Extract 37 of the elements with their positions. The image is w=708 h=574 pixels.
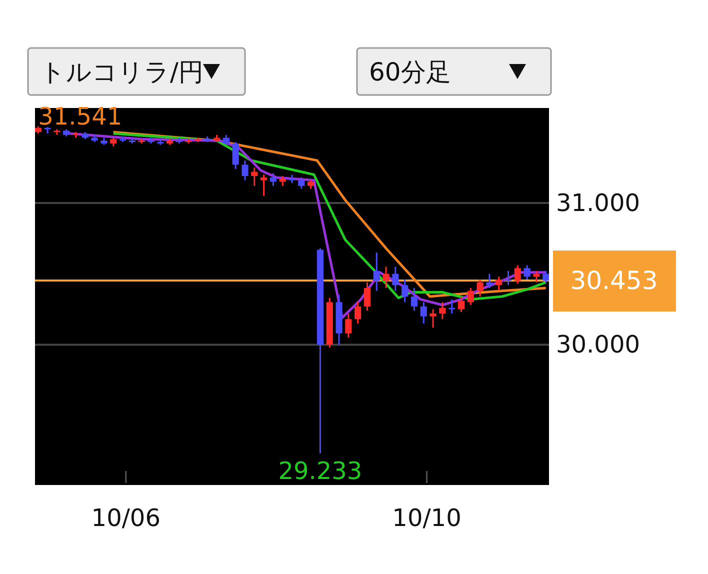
candlestick <box>392 266 399 292</box>
candlestick <box>504 270 512 286</box>
candlestick <box>364 282 371 312</box>
x-tick-label: 10/10 <box>392 504 462 532</box>
candlestick <box>251 166 258 187</box>
candlestick <box>430 308 436 328</box>
ref-line-label: 30.453 <box>570 266 658 295</box>
candlestick <box>402 278 408 303</box>
candlestick <box>345 312 352 338</box>
annotation: 29.233 <box>278 457 362 485</box>
candlestick <box>439 301 446 320</box>
y-tick-label: 31.000 <box>556 188 640 217</box>
candlestick <box>533 270 540 284</box>
candlestick <box>496 276 502 292</box>
y-tick-label: 30.000 <box>556 330 640 359</box>
candlestick <box>260 174 268 197</box>
candlestick <box>298 176 305 190</box>
candlestick <box>222 134 230 146</box>
chart-subtitle: 60分足 <box>369 58 451 86</box>
candlestick <box>476 278 484 298</box>
candlestick <box>420 301 427 324</box>
annotation: 31.541 <box>38 102 122 130</box>
candlestick <box>410 287 418 312</box>
candlestick <box>542 270 549 284</box>
candlestick <box>242 160 248 182</box>
candlestick <box>382 266 390 289</box>
candlestick <box>354 301 362 324</box>
candlestick <box>467 287 474 306</box>
candlestick <box>373 252 380 292</box>
candlestick <box>232 141 239 170</box>
chart-title: トルコリラ/円 <box>40 58 204 86</box>
candlestick <box>524 264 530 280</box>
candlestick <box>458 296 465 313</box>
candlestick <box>514 264 521 284</box>
candlestick <box>270 172 276 187</box>
candlestick <box>448 298 456 314</box>
x-tick-label: 10/06 <box>91 504 160 532</box>
